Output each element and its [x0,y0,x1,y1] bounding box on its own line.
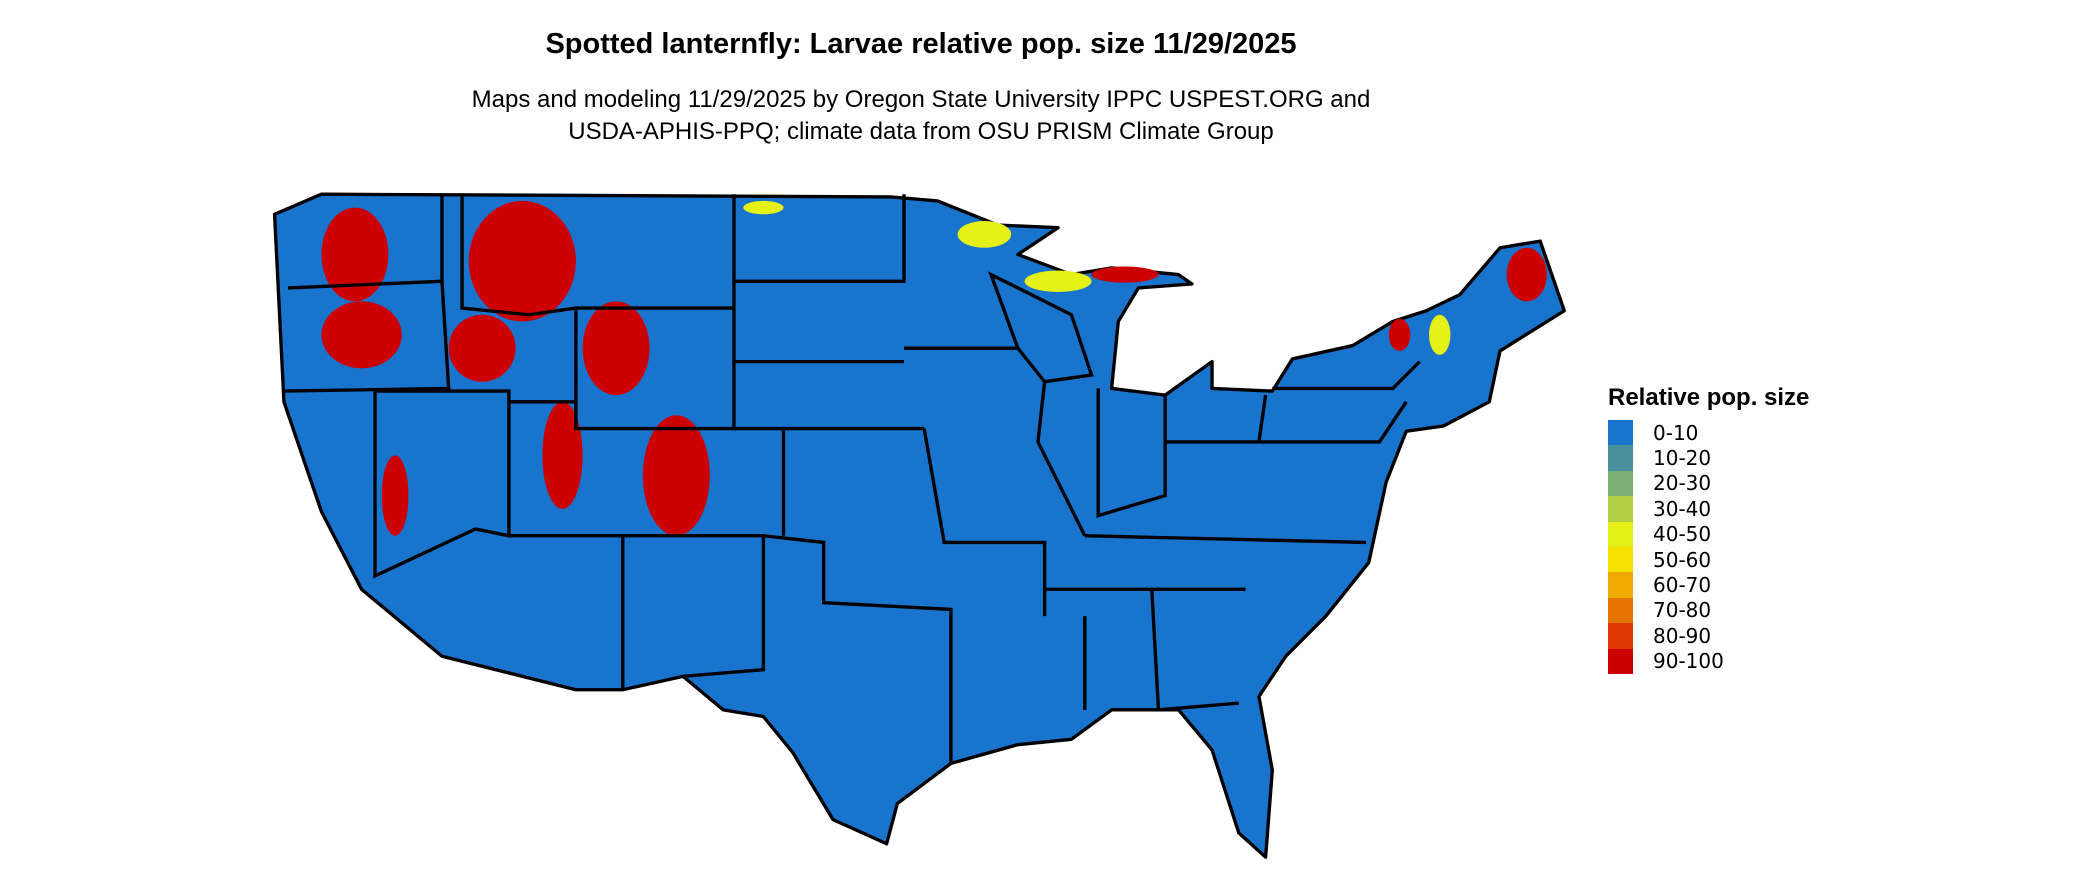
red-area-id [448,314,516,382]
legend-swatch [1608,623,1633,649]
legend-item: 20-30 [1608,470,1809,497]
red-area-ut [542,401,583,509]
subtitle-line-2: USDA-APHIS-PPQ; climate data from OSU PR… [568,118,1274,145]
red-area-wy [582,301,650,396]
legend-swatch [1608,597,1633,624]
legend-swatch [1608,572,1633,598]
legend-label: 20-30 [1653,471,1712,496]
legend-swatch [1608,470,1633,497]
red-area-co [642,415,710,536]
legend-label: 10-20 [1653,446,1712,471]
legend-item: 60-70 [1608,572,1809,598]
legend-swatch [1608,420,1633,446]
legend-item: 0-10 [1608,420,1809,446]
legend-item: 30-40 [1608,496,1809,522]
yellow-area-wi [1024,270,1092,292]
yellow-area-ny [1429,314,1451,355]
state-borders [283,194,1421,764]
legend-label: 50-60 [1653,547,1712,572]
legend-label: 90-100 [1653,649,1724,674]
red-area-mi-up [1091,266,1159,283]
red-area-or [321,301,402,369]
legend-label: 60-70 [1653,573,1712,598]
legend-label: 40-50 [1653,522,1712,547]
red-area-id-mt [468,200,576,322]
legend-swatch [1608,546,1633,573]
legend-label: 0-10 [1653,420,1699,445]
red-area-me [1506,247,1547,302]
legend-swatch [1608,521,1633,547]
legend-item: 10-20 [1608,445,1809,471]
red-area-ca [381,455,409,536]
legend-title: Relative pop. size [1608,384,1810,411]
map-title: Spotted lanternfly: Larvae relative pop.… [545,28,1297,60]
legend-item: 70-80 [1608,597,1809,624]
legend-swatch [1608,648,1633,674]
yellow-area-nd [743,200,784,215]
legend-swatch [1608,496,1633,522]
high-population-areas [321,200,1547,536]
yellow-area-mn [957,221,1012,248]
legend-label: 70-80 [1653,598,1712,623]
red-area-ny [1388,318,1411,351]
legend-item: 50-60 [1608,546,1809,573]
legend-item: 80-90 [1608,623,1809,649]
legend-item: 40-50 [1608,521,1809,547]
legend-label: 80-90 [1653,623,1712,648]
legend-item: 90-100 [1608,648,1809,674]
legend-swatch [1608,445,1633,471]
map-subtitle: Maps and modeling 11/29/2025 by Oregon S… [0,84,1842,148]
medium-population-areas [743,200,1451,355]
subtitle-line-1: Maps and modeling 11/29/2025 by Oregon S… [471,86,1371,113]
red-area-wa [321,207,389,302]
legend-label: 30-40 [1653,496,1712,521]
conus-land [272,192,1566,859]
legend: Relative pop. size 0-10 10-20 20-30 30-40 40… [1608,384,1809,674]
